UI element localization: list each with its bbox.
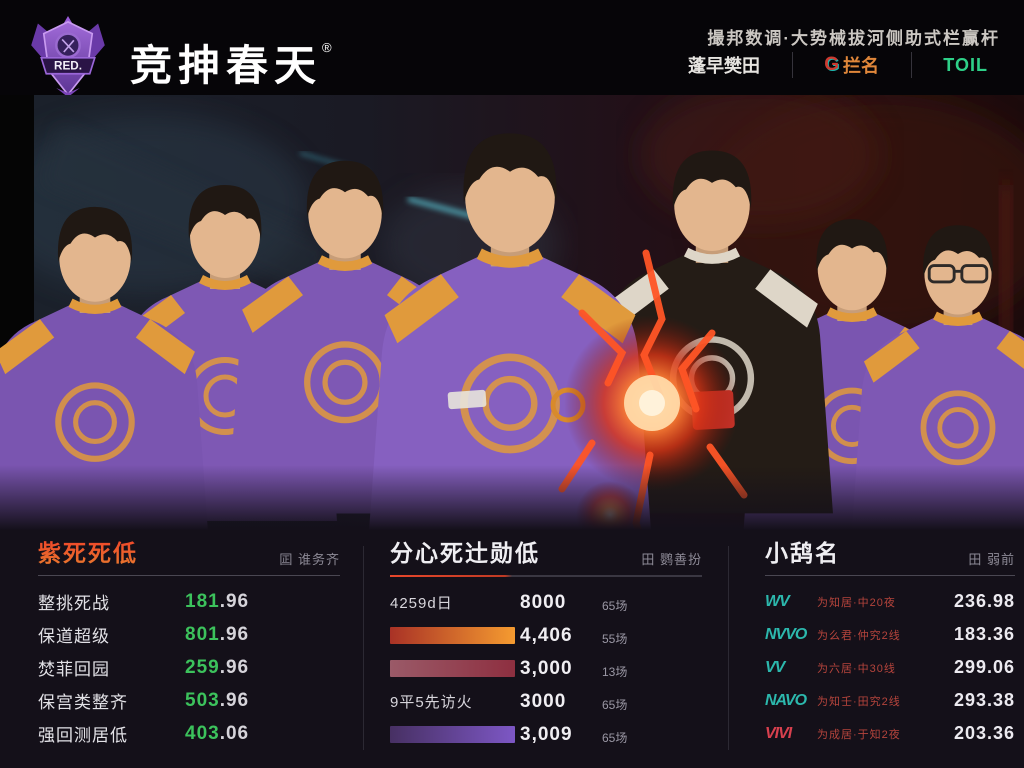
team-wordmark: WV bbox=[765, 592, 790, 610]
brand-logo-group[interactable]: RED. 竞抻春天® bbox=[22, 5, 332, 109]
team-value: 236.98 bbox=[953, 591, 1015, 611]
stat-value: 3000 bbox=[520, 690, 567, 712]
team-row: VIVI 为成居·于知2夜 203.36 bbox=[765, 717, 1015, 750]
stat-row: 整挑死战 181.96 bbox=[38, 585, 340, 618]
stat-value: 801.96 bbox=[185, 623, 250, 645]
stats-panel: 紫死死低 囸 谁务齐 整挑死战 181.96 保道超级 801.96 焚菲回园 … bbox=[0, 530, 1024, 768]
bar-purple bbox=[390, 726, 515, 743]
team-photo bbox=[0, 85, 1024, 587]
bar-orange bbox=[390, 627, 515, 644]
stat-label: 焚菲回园 bbox=[38, 660, 110, 679]
stat-value: 3,009 bbox=[520, 723, 573, 745]
stat-suffix: 65场 bbox=[602, 730, 628, 745]
stat-value: 181.96 bbox=[185, 590, 250, 612]
team-wordmark: NAVO bbox=[765, 691, 807, 709]
stat-row: 9平5先访火 3000 65场 bbox=[390, 685, 702, 718]
stat-row: 3,000 13场 bbox=[390, 652, 702, 685]
stat-row: 3,009 65场 bbox=[390, 718, 702, 751]
stat-label: 4259d日 bbox=[390, 595, 453, 612]
header-tagline: 撮邦数调·大势械拔河侧助式栏赢杆 bbox=[707, 29, 1000, 48]
stat-value: 503.96 bbox=[185, 689, 250, 711]
stat-value: 403.06 bbox=[185, 722, 250, 744]
divider bbox=[765, 575, 1015, 576]
nav-divider bbox=[910, 52, 912, 78]
stat-row: 强回测居低 403.06 bbox=[38, 717, 340, 750]
team-row: NVVO 为么君·仲究2线 183.36 bbox=[765, 618, 1015, 651]
stats-column-middle: 分心死辻勋低 田 鹦善扮 4259d日 8000 65场 4,406 55场 3… bbox=[390, 540, 702, 751]
stats-column-right: 小鸹名 田 弱前 WV 为知居·中20夜 236.98 NVVO 为么君·仲究2… bbox=[765, 540, 1015, 750]
red-crest-icon: RED. bbox=[31, 16, 105, 98]
divider bbox=[38, 575, 340, 576]
team-desc: 为么君·仲究2线 bbox=[817, 629, 901, 642]
top-bar: RED. 竞抻春天® 撮邦数调·大势械拔河侧助式栏赢杆 蓬早樊田 G 拦名 TO… bbox=[0, 0, 1024, 98]
glasses-icon bbox=[927, 264, 989, 284]
stat-value: 8000 bbox=[520, 591, 567, 613]
team-row: VV 为六居·中30线 299.06 bbox=[765, 651, 1015, 684]
stats-column-left: 紫死死低 囸 谁务齐 整挑死战 181.96 保道超级 801.96 焚菲回园 … bbox=[38, 540, 340, 750]
stat-row: 焚菲回园 259.96 bbox=[38, 651, 340, 684]
team-value: 293.38 bbox=[953, 690, 1015, 710]
right-column-subtitle: 田 弱前 bbox=[968, 552, 1015, 567]
stat-value: 3,000 bbox=[520, 657, 573, 679]
team-photo-illustration bbox=[0, 85, 1024, 587]
nav-item-toil[interactable]: TOIL bbox=[943, 54, 988, 75]
team-desc: 为成居·于知2夜 bbox=[817, 728, 901, 741]
nav-item-1[interactable]: 蓬早樊田 bbox=[688, 56, 760, 76]
nav-item-ranking[interactable]: G 拦名 bbox=[824, 52, 879, 78]
stat-suffix: 13场 bbox=[602, 664, 628, 679]
stat-label: 整挑死战 bbox=[38, 594, 110, 613]
team-value: 183.36 bbox=[953, 624, 1015, 644]
site-title: 竞抻春天® bbox=[130, 40, 332, 89]
team-value: 203.36 bbox=[953, 723, 1015, 743]
stat-value: 4,406 bbox=[520, 624, 573, 646]
team-wordmark: VIVI bbox=[765, 724, 792, 742]
column-divider bbox=[728, 546, 729, 750]
nav-item-ranking-label: 拦名 bbox=[843, 56, 880, 76]
left-column-subtitle: 囸 谁务齐 bbox=[279, 552, 340, 567]
stat-label: 强回测居低 bbox=[38, 726, 128, 745]
team-desc: 为知居·中20夜 bbox=[817, 596, 896, 609]
stat-label: 保道超级 bbox=[38, 627, 110, 646]
stat-row: 4259d日 8000 65场 bbox=[390, 586, 702, 619]
nav-divider bbox=[791, 52, 793, 78]
middle-column-subtitle: 田 鹦善扮 bbox=[641, 552, 702, 567]
stat-label: 9平5先访火 bbox=[390, 694, 473, 711]
stat-suffix: 65场 bbox=[602, 598, 628, 613]
crest-red-text: RED. bbox=[54, 60, 82, 73]
left-column-title: 紫死死低 bbox=[38, 534, 138, 568]
right-column-title: 小鸹名 bbox=[765, 540, 840, 566]
stat-row: 4,406 55场 bbox=[390, 619, 702, 652]
team-value: 299.06 bbox=[953, 657, 1015, 677]
stat-suffix: 65场 bbox=[602, 697, 628, 712]
header-nav: 蓬早樊田 G 拦名 TOIL bbox=[688, 50, 988, 80]
trademark: ® bbox=[322, 40, 332, 55]
team-desc: 为知壬·田究2线 bbox=[817, 695, 901, 708]
stat-suffix: 55场 bbox=[602, 631, 628, 646]
jersey-brand-mark bbox=[447, 389, 487, 410]
team-row: NAVO 为知壬·田究2线 293.38 bbox=[765, 684, 1015, 717]
stat-row: 保道超级 801.96 bbox=[38, 618, 340, 651]
stat-label: 保宫类整齐 bbox=[38, 693, 128, 712]
stat-row: 保宫类整齐 503.96 bbox=[38, 684, 340, 717]
divider bbox=[390, 575, 702, 577]
g-logo-icon: G bbox=[824, 54, 840, 75]
bar-maroon bbox=[390, 660, 515, 677]
middle-column-title: 分心死辻勋低 bbox=[390, 540, 540, 566]
team-wordmark: VV bbox=[765, 658, 785, 676]
team-desc: 为六居·中30线 bbox=[817, 662, 896, 675]
column-divider bbox=[363, 546, 364, 750]
team-wordmark: NVVO bbox=[765, 625, 807, 643]
explosion-effect bbox=[558, 249, 748, 587]
stat-value: 259.96 bbox=[185, 656, 250, 678]
team-row: WV 为知居·中20夜 236.98 bbox=[765, 585, 1015, 618]
